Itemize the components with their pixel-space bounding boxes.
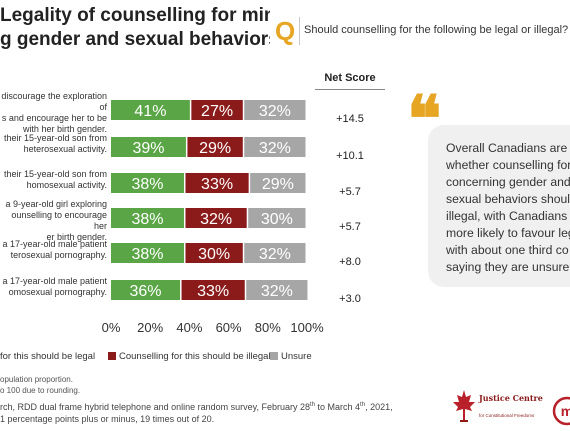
- bar-data-label: 29%: [199, 140, 231, 157]
- callout-line: concerning gender and: [446, 175, 570, 189]
- bar-segment-legal: [111, 208, 184, 228]
- question-label: a 17-year-old male patient terosexual po…: [2, 239, 107, 260]
- question-label: discourage the exploration of s and enco…: [1, 90, 107, 134]
- x-tick-label: 60%: [216, 320, 242, 335]
- bar-data-label: 29%: [262, 176, 294, 193]
- maple-leaf-icon: [453, 390, 475, 422]
- bar-data-label: 38%: [131, 211, 163, 228]
- question-label: their 15-year-old son from homosexual ac…: [3, 169, 107, 190]
- pollster-logo-letter: m: [561, 403, 570, 419]
- bar-segment-legal: [111, 243, 184, 263]
- net-score-value: +10.1: [336, 150, 364, 162]
- bar-data-label: 32%: [259, 246, 291, 263]
- x-tick-label: 100%: [290, 320, 324, 335]
- title-line-2: g gender and sexual behaviors: [0, 29, 270, 50]
- bar-segment-legal: [111, 100, 190, 120]
- legend-item-illegal: Counselling for this should be illegal: [108, 351, 271, 362]
- bar-data-label: 36%: [130, 283, 162, 300]
- bar-data-label: 32%: [259, 103, 291, 120]
- bar-data-label: 32%: [259, 140, 291, 157]
- chart-title: Legality of counselling for minors g gen…: [0, 4, 270, 52]
- callout-line: saying they are unsure.: [446, 260, 570, 274]
- bar-data-label: 32%: [200, 211, 232, 228]
- question-badge: Q: [275, 17, 300, 45]
- callout-line: sexual behaviors should: [446, 192, 570, 206]
- logo-name: Justice Centre: [479, 393, 543, 403]
- bar-segment-unsure: [248, 208, 306, 228]
- methodology-line-1: rch, RDD dual frame hybrid telephone and…: [0, 402, 393, 412]
- bar-data-label: 32%: [261, 283, 293, 300]
- net-score-header: Net Score: [315, 72, 385, 90]
- bar-data-label: 27%: [201, 103, 233, 120]
- legend-label-unsure: Unsure: [281, 351, 312, 362]
- net-score-value: +8.0: [339, 256, 361, 268]
- bar-data-label: 39%: [132, 140, 164, 157]
- methodology-line-2: 1 percentage points plus or minus, 19 ti…: [0, 414, 215, 424]
- callout-line: with about one third co: [446, 243, 569, 257]
- bar-data-label: 30%: [261, 211, 293, 228]
- legend-swatch-illegal: [108, 352, 116, 360]
- justice-centre-logo: Justice Centre for Constitutional Freedo…: [451, 388, 551, 426]
- bar-data-label: 41%: [134, 103, 166, 120]
- bar-segment-unsure: [246, 280, 308, 300]
- bar-segment-illegal: [185, 208, 247, 228]
- x-tick-label: 80%: [255, 320, 281, 335]
- footnote-1: opulation proportion.: [0, 375, 73, 384]
- callout-line: whether counselling for: [446, 158, 570, 172]
- bar-segment-unsure: [250, 173, 306, 193]
- bar-data-label: 38%: [131, 176, 163, 193]
- bar-segment-legal: [111, 173, 184, 193]
- question-label: a 17-year-old male patient omosexual por…: [2, 276, 107, 297]
- callout-line: more likely to favour leg: [446, 226, 570, 240]
- bar-segment-illegal: [181, 280, 245, 300]
- net-score-value: +3.0: [339, 293, 361, 305]
- logo-subname: for Constitutional Freedoms: [479, 413, 535, 418]
- bar-data-label: 30%: [198, 246, 230, 263]
- net-score-value: +14.5: [336, 113, 364, 125]
- x-tick-label: 40%: [176, 320, 202, 335]
- question-text: Should counselling for the following be …: [304, 24, 570, 36]
- net-score-value: +5.7: [339, 186, 361, 198]
- legend-label-illegal: Counselling for this should be illegal: [119, 351, 271, 362]
- bar-segment-unsure: [244, 137, 306, 157]
- footnote-2: o 100 due to rounding.: [0, 386, 81, 395]
- callout-line: Overall Canadians are d: [446, 141, 570, 155]
- legend-item-legal: for this should be legal: [0, 351, 95, 362]
- legend-item-unsure: Unsure: [270, 351, 312, 362]
- net-score-value: +5.7: [339, 221, 361, 233]
- question-label: a 9-year-old girl exploring ounselling t…: [5, 198, 107, 242]
- callout-line: illegal, with Canadians g: [446, 209, 570, 223]
- x-tick-label: 0%: [102, 320, 121, 335]
- callout-box: [428, 125, 570, 287]
- bar-data-label: 33%: [197, 283, 229, 300]
- bar-segment-illegal: [185, 243, 243, 263]
- bar-segment-unsure: [244, 243, 306, 263]
- x-tick-label: 20%: [137, 320, 163, 335]
- bar-data-label: 38%: [131, 246, 163, 263]
- legend-swatch-unsure: [270, 352, 278, 360]
- question-label: their 15-year-old son from heterosexual …: [3, 133, 107, 154]
- bar-segment-illegal: [191, 100, 243, 120]
- bar-segment-illegal: [185, 173, 249, 193]
- bar-segment-illegal: [187, 137, 243, 157]
- bar-segment-legal: [111, 137, 186, 157]
- bar-segment-legal: [111, 280, 181, 300]
- legend-label-legal: for this should be legal: [0, 351, 96, 362]
- pollster-logo-icon: m: [552, 396, 570, 426]
- bar-segment-unsure: [244, 100, 306, 120]
- callout-text: Overall Canadians are d whether counselli…: [446, 140, 570, 276]
- title-line-1: Legality of counselling for minors: [0, 5, 270, 26]
- bar-data-label: 33%: [201, 176, 233, 193]
